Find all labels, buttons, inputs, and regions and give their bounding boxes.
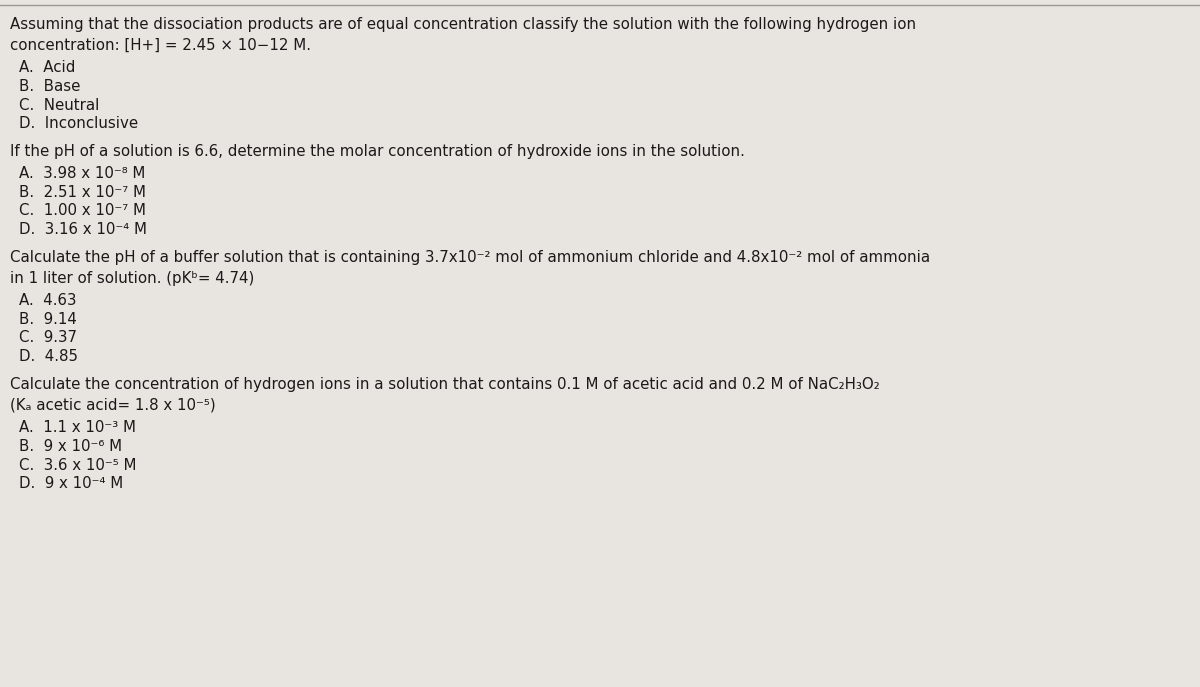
- Text: D.  3.16 x 10⁻⁴ M: D. 3.16 x 10⁻⁴ M: [19, 222, 148, 237]
- Text: If the pH of a solution is 6.6, determine the molar concentration of hydroxide i: If the pH of a solution is 6.6, determin…: [10, 144, 744, 159]
- Text: C.  3.6 x 10⁻⁵ M: C. 3.6 x 10⁻⁵ M: [19, 458, 137, 473]
- Text: A.  4.63: A. 4.63: [19, 293, 77, 308]
- Text: D.  4.85: D. 4.85: [19, 349, 78, 364]
- Text: C.  Neutral: C. Neutral: [19, 98, 100, 113]
- Text: A.  1.1 x 10⁻³ M: A. 1.1 x 10⁻³ M: [19, 420, 137, 436]
- Text: (Kₐ acetic acid= 1.8 x 10⁻⁵): (Kₐ acetic acid= 1.8 x 10⁻⁵): [10, 398, 215, 413]
- Text: concentration: [H+] = 2.45 × 10−12 M.: concentration: [H+] = 2.45 × 10−12 M.: [10, 38, 311, 53]
- Text: D.  Inconclusive: D. Inconclusive: [19, 116, 138, 131]
- Text: Calculate the concentration of hydrogen ions in a solution that contains 0.1 M o: Calculate the concentration of hydrogen …: [10, 377, 880, 392]
- Text: B.  9.14: B. 9.14: [19, 312, 77, 327]
- Text: in 1 liter of solution. (pKᵇ= 4.74): in 1 liter of solution. (pKᵇ= 4.74): [10, 271, 254, 286]
- Text: Assuming that the dissociation products are of equal concentration classify the : Assuming that the dissociation products …: [10, 17, 916, 32]
- Text: D.  9 x 10⁻⁴ M: D. 9 x 10⁻⁴ M: [19, 476, 124, 491]
- Text: B.  Base: B. Base: [19, 79, 80, 94]
- Text: Calculate the pH of a buffer solution that is containing 3.7x10⁻² mol of ammoniu: Calculate the pH of a buffer solution th…: [10, 250, 930, 265]
- Text: C.  9.37: C. 9.37: [19, 330, 77, 346]
- Text: B.  9 x 10⁻⁶ M: B. 9 x 10⁻⁶ M: [19, 439, 122, 454]
- Text: B.  2.51 x 10⁻⁷ M: B. 2.51 x 10⁻⁷ M: [19, 185, 146, 200]
- Text: A.  Acid: A. Acid: [19, 60, 76, 76]
- Text: C.  1.00 x 10⁻⁷ M: C. 1.00 x 10⁻⁷ M: [19, 203, 146, 218]
- Text: A.  3.98 x 10⁻⁸ M: A. 3.98 x 10⁻⁸ M: [19, 166, 145, 181]
